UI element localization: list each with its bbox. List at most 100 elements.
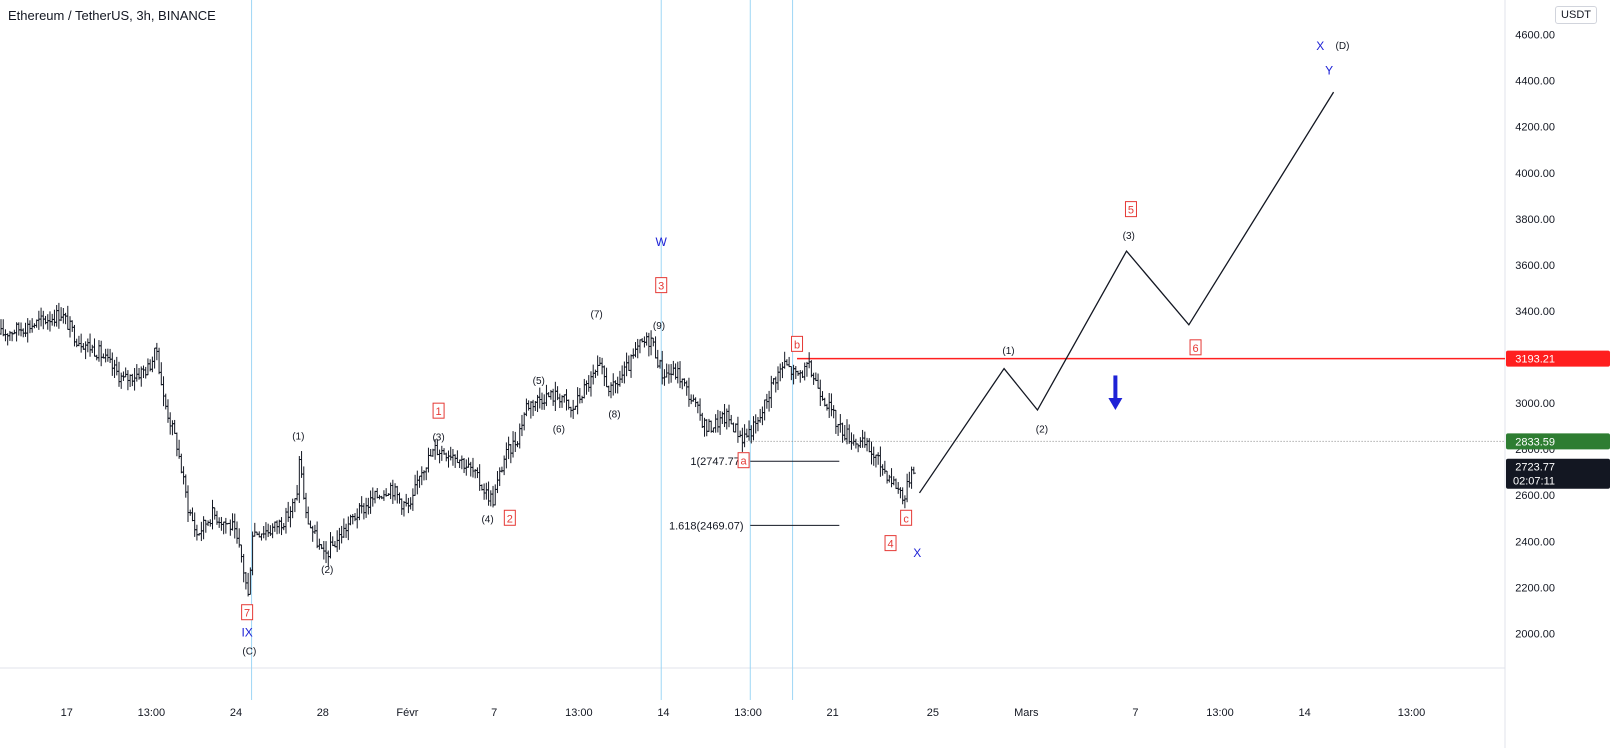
- wave-label-red[interactable]: 6: [1189, 339, 1202, 356]
- candle: [72, 324, 77, 347]
- candle: [564, 389, 569, 411]
- candle: [836, 423, 841, 436]
- y-tick-label: 4200.00: [1515, 122, 1555, 134]
- candle: [275, 520, 280, 535]
- wave-label-black[interactable]: (2): [1036, 424, 1048, 435]
- candle: [669, 364, 674, 383]
- wave-label-red[interactable]: 1: [432, 402, 445, 419]
- candle: [602, 365, 607, 387]
- candle: [65, 305, 70, 330]
- candles-layer: [0, 302, 916, 597]
- projection-path[interactable]: [918, 91, 1335, 494]
- candle: [201, 516, 206, 540]
- candle: [25, 318, 30, 343]
- y-tick-label: 3600.00: [1515, 260, 1555, 272]
- currency-badge[interactable]: USDT: [1555, 6, 1597, 24]
- candle: [288, 506, 293, 528]
- last-price-tag[interactable]: 2723.77 02:07:11: [1506, 458, 1610, 489]
- x-tick-label: 24: [230, 707, 242, 719]
- candle: [885, 470, 890, 484]
- candle: [206, 520, 211, 527]
- candle: [419, 466, 424, 486]
- candle: [653, 336, 658, 359]
- wave-label-black[interactable]: (1): [1002, 346, 1014, 357]
- wave-label-red[interactable]: 3: [655, 277, 668, 294]
- wave-label-black[interactable]: (6): [553, 424, 565, 435]
- x-tick-label: 21: [827, 707, 839, 719]
- wave-label-black[interactable]: (2): [321, 565, 333, 576]
- wave-label-black[interactable]: (C): [242, 647, 256, 658]
- wave-label-red[interactable]: c: [900, 509, 913, 526]
- wave-label-blue[interactable]: Y: [1325, 63, 1333, 77]
- candle: [112, 359, 117, 378]
- prev-close-price-tag[interactable]: 2833.59: [1506, 433, 1610, 450]
- wave-label-blue[interactable]: X: [1316, 39, 1324, 53]
- wave-label-red[interactable]: b: [791, 335, 804, 352]
- level-lines: 1(2747.77) 1.618(2469.07): [669, 357, 1505, 532]
- candle: [295, 484, 300, 501]
- candle: [840, 422, 845, 443]
- last-price-tag-text: 02:07:11: [1513, 476, 1555, 488]
- wave-label-red[interactable]: 7: [241, 604, 254, 621]
- x-tick-label: 28: [317, 707, 329, 719]
- x-tick-label: 13:00: [1206, 707, 1234, 719]
- candle: [134, 364, 139, 382]
- candle: [831, 405, 836, 419]
- candle: [290, 498, 295, 519]
- candle: [426, 447, 431, 473]
- wave-label-black[interactable]: (4): [481, 514, 493, 525]
- candle: [210, 499, 215, 530]
- candle: [54, 305, 59, 327]
- wave-labels-layer: 7 IX (C) (1) (2) 1 (3) (4) 2 (5) (6) (7) (8) W 3 (9) b a c…: [241, 39, 1349, 658]
- candle: [361, 503, 366, 520]
- candle: [393, 483, 398, 501]
- wave-label-red[interactable]: 4: [884, 535, 897, 552]
- candle: [390, 479, 395, 504]
- x-tick-label: 13:00: [565, 707, 593, 719]
- candle: [849, 432, 854, 450]
- candle: [542, 394, 547, 410]
- wave-label-blue[interactable]: X: [913, 546, 921, 560]
- wave-label-blue[interactable]: W: [656, 235, 668, 249]
- x-tick-label: 7: [1132, 707, 1138, 719]
- candle: [591, 364, 596, 385]
- wave-label-black[interactable]: (3): [1123, 231, 1135, 242]
- wave-label-text: 1: [436, 406, 442, 418]
- wave-label-black[interactable]: (8): [608, 409, 620, 420]
- candle: [867, 438, 872, 453]
- candle: [219, 516, 224, 531]
- candle: [76, 335, 81, 347]
- candle: [203, 519, 208, 533]
- candle: [56, 302, 61, 329]
- resistance-price-tag[interactable]: 3193.21: [1506, 350, 1610, 367]
- candle: [404, 493, 409, 507]
- wave-label-black[interactable]: (3): [432, 433, 444, 444]
- candle: [698, 398, 703, 421]
- candle: [232, 513, 237, 539]
- candle: [502, 455, 507, 476]
- candle: [845, 419, 850, 445]
- wave-label-black[interactable]: (9): [653, 321, 665, 332]
- wave-label-black[interactable]: (1): [292, 431, 304, 442]
- wave-label-red[interactable]: 5: [1124, 201, 1137, 218]
- wave-label-red[interactable]: a: [737, 452, 750, 469]
- wave-label-black[interactable]: (7): [591, 309, 603, 320]
- price-tags-layer: 3193.21 2833.59 2723.77 02:07:11: [1506, 350, 1610, 489]
- candle: [450, 448, 455, 466]
- wave-label-red[interactable]: 2: [503, 509, 516, 526]
- candle: [499, 466, 504, 473]
- candle: [847, 424, 852, 444]
- candle: [511, 431, 516, 458]
- candle: [588, 371, 593, 397]
- candle: [568, 406, 573, 418]
- candle: [252, 522, 257, 537]
- wave-label-blue[interactable]: IX: [241, 625, 252, 639]
- candle: [711, 427, 716, 433]
- wave-label-black[interactable]: (D): [1336, 41, 1350, 52]
- candle: [531, 399, 536, 417]
- candle: [802, 362, 807, 381]
- wave-label-black[interactable]: (5): [533, 376, 545, 387]
- candle: [713, 414, 718, 433]
